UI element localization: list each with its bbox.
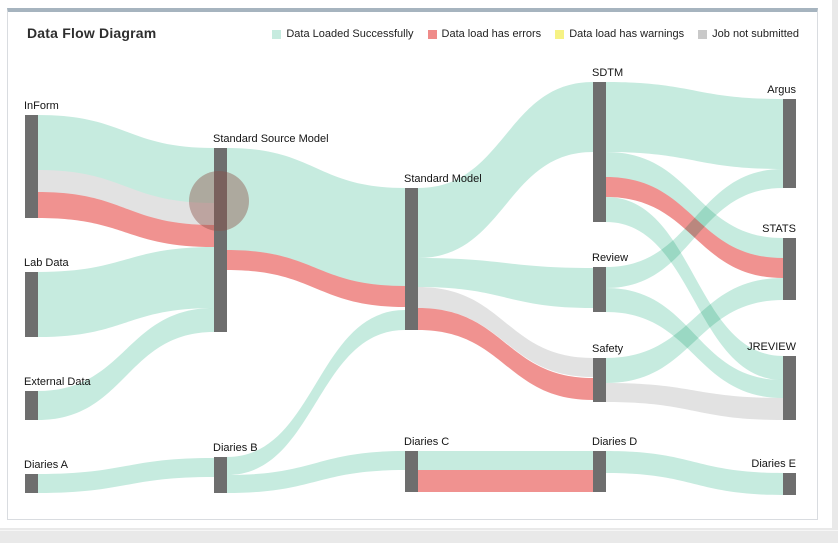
flow-diaries_d-to-diaries_e-success[interactable] <box>606 451 783 495</box>
node-label-standard_model: Standard Model <box>404 173 482 185</box>
node-diaries_c[interactable] <box>405 451 418 492</box>
node-label-ssm: Standard Source Model <box>213 133 329 145</box>
node-label-jreview: JREVIEW <box>747 341 797 353</box>
legend-swatch-success <box>272 29 282 39</box>
node-jreview[interactable] <box>783 356 796 420</box>
legend-swatch-error <box>427 29 437 39</box>
node-standard_model[interactable] <box>405 188 418 330</box>
legend-label-warning: Data load has warnings <box>569 28 685 40</box>
flow-sdtm-to-stats-success[interactable] <box>606 152 783 258</box>
flow-external_data-to-ssm-success[interactable] <box>38 308 214 420</box>
flow-sdtm-to-jreview-success[interactable] <box>606 197 783 380</box>
legend-label-not-submitted: Job not submitted <box>712 28 799 40</box>
flow-standard_model-to-safety-not_submitted[interactable] <box>418 287 593 377</box>
node-argus[interactable] <box>783 99 796 188</box>
node-diaries_e[interactable] <box>783 473 796 495</box>
legend-swatch-warning <box>555 29 565 39</box>
node-label-review: Review <box>592 252 628 264</box>
flow-review-to-argus-success[interactable] <box>606 169 783 288</box>
legend-item-warning[interactable]: Data load has warnings <box>555 28 684 40</box>
node-label-diaries_c: Diaries C <box>404 436 449 448</box>
node-lab_data[interactable] <box>25 272 38 337</box>
flow-sdtm-to-argus-success[interactable] <box>606 82 783 169</box>
legend-item-not-submitted[interactable]: Job not submitted <box>698 28 799 40</box>
flow-review-to-jreview-success[interactable] <box>606 288 783 398</box>
node-label-argus: Argus <box>767 84 796 96</box>
node-label-external_data: External Data <box>24 376 92 388</box>
legend-label-success: Data Loaded Successfully <box>286 28 414 40</box>
node-label-safety: Safety <box>592 343 624 355</box>
node-safety[interactable] <box>593 358 606 402</box>
flow-inform-to-ssm-success[interactable] <box>38 115 214 203</box>
node-ssm[interactable] <box>214 148 227 332</box>
flow-diaries_b-to-standard_model-success[interactable] <box>227 310 405 475</box>
flow-ssm-to-standard_model-success[interactable] <box>227 148 405 286</box>
flow-lab_data-to-ssm-success[interactable] <box>38 247 214 337</box>
node-diaries_d[interactable] <box>593 451 606 492</box>
legend-swatch-not-submitted <box>698 29 708 39</box>
flow-safety-to-jreview-not_submitted[interactable] <box>606 383 783 420</box>
node-label-sdtm: SDTM <box>592 67 623 79</box>
flow-diaries_c-to-diaries_d-success[interactable] <box>418 451 593 470</box>
node-stats[interactable] <box>783 238 796 300</box>
legend: Data Loaded Successfully Data load has e… <box>272 28 799 40</box>
flow-inform-to-ssm-error[interactable] <box>38 192 214 247</box>
node-sdtm[interactable] <box>593 82 606 222</box>
node-label-lab_data: Lab Data <box>24 257 70 269</box>
node-review[interactable] <box>593 267 606 312</box>
flow-ssm-to-standard_model-error[interactable] <box>227 250 405 307</box>
flow-diaries_b-to-diaries_c-success[interactable] <box>227 451 405 493</box>
node-external_data[interactable] <box>25 391 38 420</box>
node-label-diaries_e: Diaries E <box>751 458 796 470</box>
flow-standard_model-to-review-success[interactable] <box>418 258 593 308</box>
node-label-stats: STATS <box>762 223 796 235</box>
bottom-strip <box>0 530 838 543</box>
flow-standard_model-to-safety-error[interactable] <box>418 308 593 400</box>
legend-item-success[interactable]: Data Loaded Successfully <box>272 28 414 40</box>
node-diaries_a[interactable] <box>25 474 38 493</box>
node-label-inform: InForm <box>24 100 59 112</box>
node-label-diaries_d: Diaries D <box>592 436 637 448</box>
node-label-diaries_b: Diaries B <box>213 442 258 454</box>
flow-safety-to-stats-success[interactable] <box>606 278 783 383</box>
flow-diaries_c-to-diaries_d-error[interactable] <box>418 470 593 492</box>
legend-item-error[interactable]: Data load has errors <box>427 28 542 40</box>
flow-inform-to-ssm-not_submitted[interactable] <box>38 170 214 225</box>
node-inform[interactable] <box>25 115 38 218</box>
node-diaries_b[interactable] <box>214 457 227 493</box>
legend-label-error: Data load has errors <box>441 28 542 40</box>
node-label-diaries_a: Diaries A <box>24 459 69 471</box>
chart-title: Data Flow Diagram <box>27 25 157 41</box>
flow-standard_model-to-sdtm-success[interactable] <box>418 82 593 258</box>
hover-indicator-circle <box>189 171 249 231</box>
flow-diaries_a-to-diaries_b-success[interactable] <box>38 458 214 493</box>
